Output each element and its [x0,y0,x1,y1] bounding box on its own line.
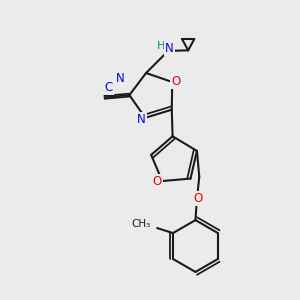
Text: O: O [171,75,181,88]
Text: O: O [194,192,203,206]
Text: N: N [165,42,174,56]
Text: N: N [116,72,124,85]
Text: H: H [157,40,165,51]
Text: N: N [137,113,146,126]
Text: C: C [105,82,113,94]
Text: O: O [152,176,162,188]
Text: CH₃: CH₃ [131,219,150,229]
